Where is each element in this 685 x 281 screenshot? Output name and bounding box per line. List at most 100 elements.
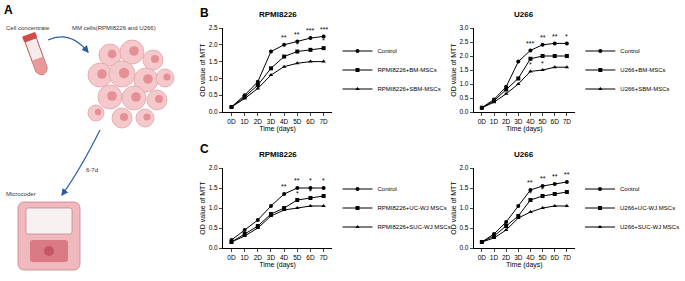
svg-text:2.5: 2.5 <box>459 38 468 45</box>
svg-text:***: *** <box>320 26 328 33</box>
svg-text:7D: 7D <box>319 118 328 125</box>
svg-text:B: B <box>200 6 209 20</box>
svg-text:Time (days): Time (days) <box>506 125 543 133</box>
svg-text:***: *** <box>306 27 314 34</box>
svg-text:6D: 6D <box>306 254 315 261</box>
svg-text:*: * <box>541 186 544 193</box>
svg-text:1D: 1D <box>240 118 249 125</box>
svg-text:Control: Control <box>377 186 396 192</box>
svg-text:3D: 3D <box>267 118 276 125</box>
svg-text:6D: 6D <box>551 118 560 125</box>
svg-text:4D: 4D <box>526 254 535 261</box>
svg-text:*: * <box>541 60 544 67</box>
svg-text:Cell concentrate: Cell concentrate <box>6 25 50 31</box>
svg-text:Control: Control <box>620 48 639 54</box>
svg-text:0.0: 0.0 <box>209 244 218 251</box>
svg-text:U266+SBM-MSCs: U266+SBM-MSCs <box>620 86 669 92</box>
svg-text:0D: 0D <box>227 118 236 125</box>
svg-text:0.0: 0.0 <box>209 108 218 115</box>
svg-text:Time (days): Time (days) <box>259 125 296 133</box>
svg-text:MM cells(RPMI8226 and U266): MM cells(RPMI8226 and U266) <box>72 25 156 31</box>
svg-text:*: * <box>529 190 532 197</box>
svg-text:0.5: 0.5 <box>459 224 468 231</box>
svg-text:**: ** <box>527 179 533 186</box>
svg-text:5D: 5D <box>538 118 547 125</box>
svg-text:7D: 7D <box>563 254 572 261</box>
svg-text:OD value of MTT: OD value of MTT <box>450 43 457 97</box>
svg-text:0D: 0D <box>478 254 487 261</box>
svg-text:RPMI8226+BM-MSCs: RPMI8226+BM-MSCs <box>377 67 436 73</box>
svg-text:1.5: 1.5 <box>459 66 468 73</box>
svg-text:*: * <box>309 188 312 195</box>
svg-text:**: ** <box>552 33 558 40</box>
svg-text:**: ** <box>540 175 546 182</box>
svg-text:Microcoder: Microcoder <box>6 191 36 197</box>
svg-text:U266: U266 <box>514 150 534 159</box>
svg-text:OD value of MTT: OD value of MTT <box>199 181 206 235</box>
svg-text:**: ** <box>564 171 570 178</box>
svg-text:Time (days): Time (days) <box>259 261 296 269</box>
svg-text:A: A <box>4 3 13 17</box>
svg-text:*: * <box>296 190 299 197</box>
svg-text:**: ** <box>281 183 287 190</box>
svg-text:Control: Control <box>377 48 396 54</box>
svg-text:5D: 5D <box>293 254 302 261</box>
svg-text:RPMI8226+SBM-MSCs: RPMI8226+SBM-MSCs <box>377 86 440 92</box>
svg-text:1.0: 1.0 <box>209 204 218 211</box>
svg-text:**: ** <box>281 34 287 41</box>
svg-text:***: *** <box>526 40 534 47</box>
svg-text:*: * <box>322 177 325 184</box>
svg-text:RPMI8226: RPMI8226 <box>259 10 297 19</box>
svg-text:6D: 6D <box>306 118 315 125</box>
svg-text:6-7d: 6-7d <box>86 167 98 173</box>
svg-text:6D: 6D <box>551 254 560 261</box>
svg-text:RPMI8226+UC-WJ MSCs: RPMI8226+UC-WJ MSCs <box>377 205 446 211</box>
svg-text:0.5: 0.5 <box>209 224 218 231</box>
svg-text:3.0: 3.0 <box>459 24 468 31</box>
svg-text:1.5: 1.5 <box>209 184 218 191</box>
svg-text:1.0: 1.0 <box>209 75 218 82</box>
svg-text:*: * <box>309 177 312 184</box>
svg-text:3D: 3D <box>514 118 523 125</box>
svg-text:RPMI8226: RPMI8226 <box>259 150 297 159</box>
svg-text:**: ** <box>540 34 546 41</box>
svg-text:OD value of MTT: OD value of MTT <box>450 181 457 235</box>
svg-text:2.0: 2.0 <box>459 164 468 171</box>
svg-text:4D: 4D <box>280 118 289 125</box>
svg-text:1.0: 1.0 <box>459 204 468 211</box>
svg-text:1D: 1D <box>240 254 249 261</box>
svg-text:4D: 4D <box>280 254 289 261</box>
svg-text:**: ** <box>294 177 300 184</box>
svg-text:1.5: 1.5 <box>209 58 218 65</box>
svg-text:RPMI8226+SUC-WJ MSCs: RPMI8226+SUC-WJ MSCs <box>377 224 450 230</box>
svg-text:2D: 2D <box>502 118 511 125</box>
svg-text:2D: 2D <box>254 118 263 125</box>
svg-text:U266+SUC-WJ MSCs: U266+SUC-WJ MSCs <box>620 224 679 230</box>
svg-text:0D: 0D <box>478 118 487 125</box>
svg-text:C: C <box>200 142 209 156</box>
svg-text:U266+UC-WJ MSCs: U266+UC-WJ MSCs <box>620 205 675 211</box>
svg-text:**: ** <box>552 173 558 180</box>
svg-text:5D: 5D <box>538 254 547 261</box>
svg-text:4D: 4D <box>526 118 535 125</box>
svg-text:U266+BM-MSCs: U266+BM-MSCs <box>620 67 665 73</box>
svg-text:2.0: 2.0 <box>459 52 468 59</box>
svg-text:7D: 7D <box>563 118 572 125</box>
svg-text:5D: 5D <box>293 118 302 125</box>
svg-text:3D: 3D <box>514 254 523 261</box>
svg-text:Control: Control <box>620 186 639 192</box>
svg-text:7D: 7D <box>319 254 328 261</box>
svg-text:0.5: 0.5 <box>209 91 218 98</box>
svg-text:0D: 0D <box>227 254 236 261</box>
svg-text:0.5: 0.5 <box>459 94 468 101</box>
svg-text:2.5: 2.5 <box>209 24 218 31</box>
svg-text:0.0: 0.0 <box>459 108 468 115</box>
svg-text:0.0: 0.0 <box>459 244 468 251</box>
svg-text:1D: 1D <box>490 254 499 261</box>
svg-text:*: * <box>296 41 299 48</box>
svg-text:2.0: 2.0 <box>209 41 218 48</box>
svg-text:*: * <box>565 33 568 40</box>
svg-text:2D: 2D <box>502 254 511 261</box>
svg-text:2D: 2D <box>254 254 263 261</box>
svg-text:OD value of MTT: OD value of MTT <box>199 43 206 97</box>
